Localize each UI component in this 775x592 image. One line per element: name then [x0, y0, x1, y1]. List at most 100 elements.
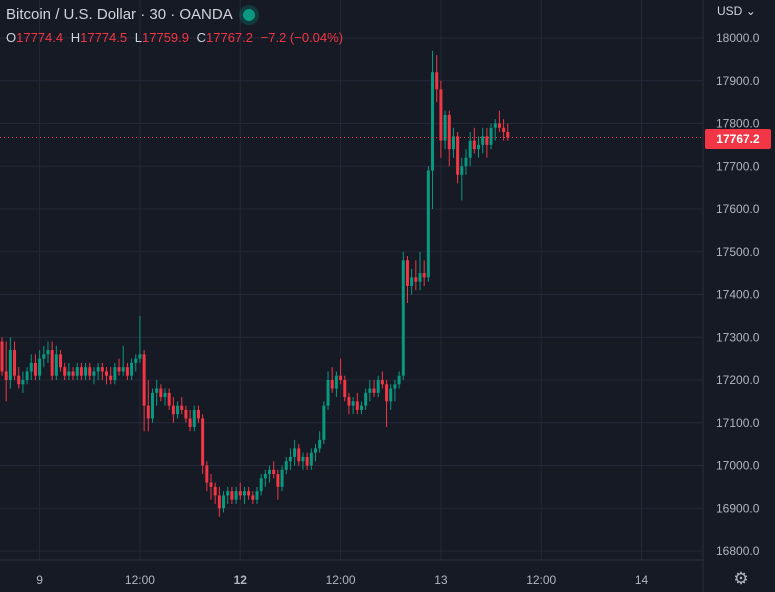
- candle-body: [201, 418, 205, 466]
- candle-body: [192, 409, 196, 428]
- candle-body: [84, 367, 88, 376]
- candle-body: [242, 491, 246, 496]
- x-tick-label: 9: [36, 573, 43, 587]
- candle-body: [364, 392, 368, 406]
- candle-body: [113, 367, 117, 380]
- currency-selector[interactable]: USD ⌄: [717, 4, 756, 18]
- candle-body: [217, 495, 221, 509]
- candle-body: [464, 157, 468, 167]
- candle-body: [109, 375, 113, 380]
- candle-body: [334, 375, 338, 389]
- x-tick-label: 13: [434, 573, 448, 587]
- y-tick-label: 17000.0: [716, 459, 760, 473]
- candle-body: [238, 491, 242, 496]
- candle-body: [150, 392, 154, 419]
- candle-body: [422, 273, 426, 278]
- candle-body: [322, 405, 326, 440]
- candle-body: [184, 409, 188, 419]
- y-tick-label: 16800.0: [716, 544, 760, 558]
- candle-body: [209, 482, 213, 487]
- candle-body: [376, 380, 380, 393]
- candle-body: [439, 89, 443, 141]
- candle-body: [222, 495, 226, 509]
- gear-icon[interactable]: ⚙: [733, 569, 749, 588]
- candle-body: [380, 380, 384, 385]
- candle-body: [268, 469, 272, 475]
- candle-body: [355, 401, 359, 410]
- close-label: C: [196, 30, 207, 45]
- candle-body: [456, 136, 460, 175]
- candle-body: [385, 384, 389, 402]
- candle-body: [272, 469, 276, 475]
- candle-body: [42, 354, 46, 359]
- candle-body: [347, 397, 351, 406]
- y-tick-label: 17400.0: [716, 288, 760, 302]
- candle-body: [497, 123, 501, 128]
- candle-body: [330, 380, 334, 389]
- candle-body: [477, 144, 481, 150]
- candle-body: [121, 367, 125, 372]
- y-tick-label: 17200.0: [716, 373, 760, 387]
- candle-body: [405, 260, 409, 286]
- candle-body: [155, 388, 159, 393]
- candle-body: [100, 367, 104, 372]
- high-label: H: [70, 30, 81, 45]
- candle-body: [71, 371, 75, 376]
- candle-body: [309, 452, 313, 466]
- candle-body: [146, 405, 150, 419]
- y-tick-label: 17500.0: [716, 245, 760, 259]
- y-tick-label: 17700.0: [716, 159, 760, 173]
- x-tick-label: 14: [635, 573, 649, 587]
- candle-body: [314, 448, 317, 453]
- candle-body: [213, 486, 217, 496]
- symbol-title[interactable]: Bitcoin / U.S. Dollar · 30 · OANDA: [6, 6, 233, 23]
- candle-body: [92, 371, 96, 376]
- candle-body: [67, 371, 71, 376]
- candle-body: [343, 380, 347, 398]
- candle-body: [414, 277, 418, 282]
- candle-body: [288, 456, 292, 462]
- candle-body: [226, 491, 230, 496]
- candle-body: [176, 405, 180, 415]
- candle-body: [451, 136, 455, 150]
- y-tick-label: 17800.0: [716, 117, 760, 131]
- candle-body: [205, 465, 209, 483]
- change-value: −7.2 (−0.04%): [260, 30, 344, 45]
- candle-body: [251, 495, 255, 500]
- chevron-down-icon[interactable]: ⌄: [745, 4, 756, 18]
- candle-body: [389, 388, 393, 402]
- candle-body: [180, 405, 184, 410]
- candle-body: [372, 388, 376, 393]
- y-tick-label: 18000.0: [716, 31, 760, 45]
- open-value: 17774.4: [16, 30, 64, 45]
- candle-body: [188, 418, 192, 428]
- x-tick-label: 12:00: [326, 573, 356, 587]
- low-label: L: [134, 30, 142, 45]
- candle-body: [33, 362, 37, 376]
- candle-body: [59, 354, 63, 368]
- candle-body: [263, 474, 267, 479]
- currency-label[interactable]: USD: [717, 4, 743, 18]
- candle-body: [443, 114, 447, 141]
- last-price-badge: 17767.2: [705, 129, 771, 149]
- candle-body: [50, 350, 54, 376]
- candle-body: [305, 456, 309, 466]
- candle-body: [75, 367, 79, 376]
- candle-body: [447, 114, 451, 150]
- candle-body: [21, 380, 25, 385]
- candle-body: [247, 491, 251, 496]
- candle-body: [351, 401, 355, 406]
- candle-body: [117, 367, 121, 372]
- y-tick-label: 17100.0: [716, 416, 760, 430]
- candle-body: [397, 375, 401, 385]
- candle-body: [489, 127, 493, 145]
- y-tick-label: 17600.0: [716, 202, 760, 216]
- candle-body: [4, 371, 8, 380]
- candle-body: [196, 409, 200, 419]
- candle-body: [134, 358, 138, 363]
- candle-body: [63, 367, 67, 376]
- market-status-icon[interactable]: [242, 9, 255, 22]
- open-label: O: [6, 30, 17, 45]
